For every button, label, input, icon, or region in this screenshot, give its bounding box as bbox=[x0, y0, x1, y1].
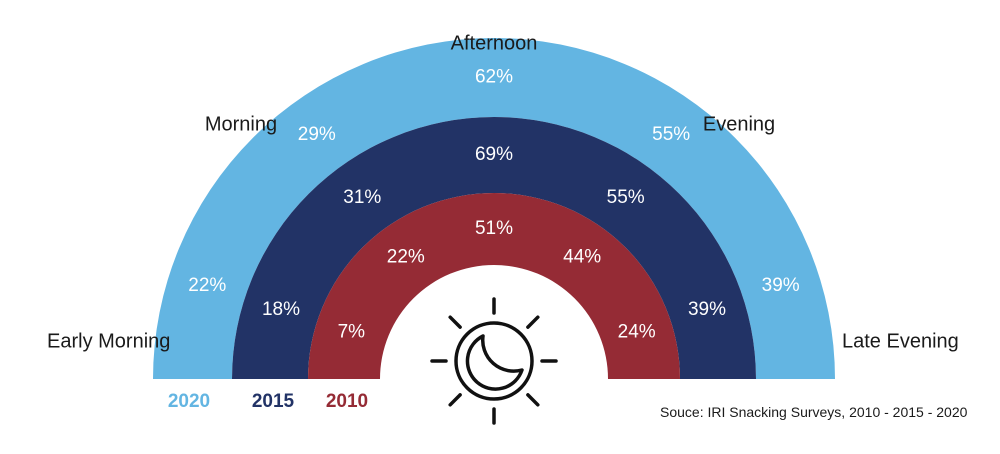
sun-ray-icon bbox=[448, 393, 462, 407]
value-label: 39% bbox=[762, 275, 800, 296]
ring-2015 bbox=[232, 117, 756, 379]
value-label: 55% bbox=[652, 124, 690, 145]
ring-2010 bbox=[308, 193, 680, 379]
value-label: 18% bbox=[262, 299, 300, 320]
category-label: Evening bbox=[703, 113, 775, 135]
value-label: 29% bbox=[298, 124, 336, 145]
ring-2020 bbox=[153, 38, 835, 379]
legend-2010: 2010 bbox=[326, 391, 368, 412]
category-label: Afternoon bbox=[451, 32, 538, 54]
value-label: 62% bbox=[475, 67, 513, 88]
legend: 2020 2015 2010 bbox=[168, 391, 368, 412]
value-label: 51% bbox=[475, 218, 513, 239]
category-label: Early Morning bbox=[47, 330, 170, 352]
legend-2015: 2015 bbox=[252, 391, 295, 412]
source-note: Souce: IRI Snacking Surveys, 2010 - 2015… bbox=[660, 404, 968, 420]
value-label: 7% bbox=[338, 322, 366, 343]
category-label: Morning bbox=[205, 113, 277, 135]
value-label: 22% bbox=[188, 275, 226, 296]
category-labels: Early Morning Morning Afternoon Evening Late… bbox=[47, 32, 959, 352]
sun-ray-icon bbox=[526, 315, 540, 329]
value-label: 44% bbox=[563, 247, 601, 268]
sun-ray-icon bbox=[448, 315, 462, 329]
sun-ray-icon bbox=[526, 393, 540, 407]
rings bbox=[153, 38, 835, 379]
category-label: Late Evening bbox=[842, 330, 959, 352]
value-label: 22% bbox=[387, 247, 425, 268]
sun-moon-icon bbox=[430, 297, 558, 425]
value-label: 39% bbox=[688, 299, 726, 320]
value-label: 24% bbox=[618, 322, 656, 343]
value-label: 31% bbox=[343, 187, 381, 208]
value-labels: 22% 29% 62% 55% 39% 18% 31% 69% 55% 39% 7% 22% 51% 44… bbox=[188, 67, 800, 343]
legend-2020: 2020 bbox=[168, 391, 210, 412]
value-label: 69% bbox=[475, 144, 513, 165]
value-label: 55% bbox=[607, 187, 645, 208]
